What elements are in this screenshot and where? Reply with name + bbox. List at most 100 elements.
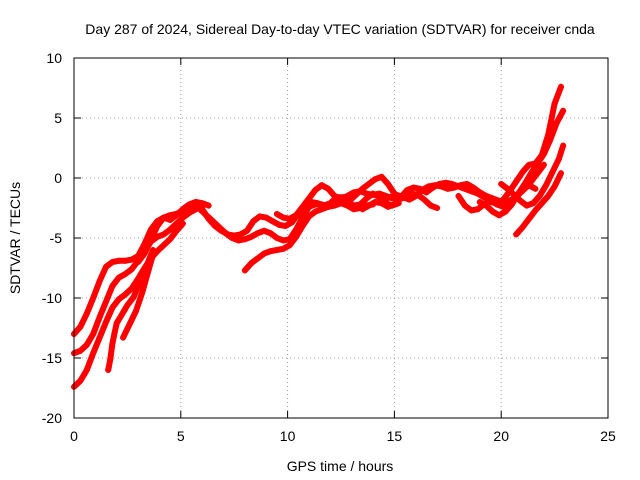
- y-tick-label: -15: [42, 350, 62, 366]
- data-point: [427, 202, 434, 209]
- data-point: [282, 223, 289, 229]
- data-point: [173, 220, 180, 227]
- data-point: [508, 201, 515, 208]
- axis-ticks: 0 5 10 15 20 25 -20 -15 -10 -5 0 5 10: [42, 50, 616, 444]
- data-point: [363, 190, 370, 197]
- data-point: [83, 341, 90, 348]
- data-point: [254, 255, 261, 262]
- data-point: [154, 223, 161, 229]
- data-point: [209, 218, 216, 225]
- data-point: [293, 233, 300, 240]
- data-point: [141, 250, 148, 257]
- data-point: [103, 298, 110, 305]
- series-track-4: [105, 247, 157, 373]
- data-point: [109, 340, 116, 347]
- data-point: [276, 221, 283, 228]
- data-point: [184, 205, 191, 211]
- data-point: [96, 278, 103, 285]
- data-point: [113, 320, 120, 327]
- data-point: [261, 227, 268, 234]
- data-point: [410, 184, 417, 191]
- data-point: [532, 207, 539, 214]
- data-point: [393, 191, 400, 198]
- data-point: [109, 304, 116, 311]
- data-series: [71, 83, 567, 390]
- data-point: [489, 208, 496, 215]
- data-point: [406, 196, 413, 203]
- y-tick-label: -10: [42, 290, 62, 306]
- data-point: [135, 259, 142, 265]
- data-point: [77, 347, 84, 354]
- data-point: [470, 184, 477, 191]
- data-point: [90, 350, 97, 357]
- data-point: [111, 329, 118, 336]
- data-point: [431, 182, 438, 189]
- data-point: [120, 334, 127, 341]
- data-point: [115, 296, 122, 303]
- data-point: [312, 208, 319, 215]
- data-point: [248, 233, 255, 240]
- data-point: [280, 237, 287, 244]
- data-point: [103, 319, 110, 325]
- data-point: [318, 182, 325, 189]
- data-point: [273, 235, 280, 241]
- data-point: [167, 226, 174, 233]
- data-point: [273, 247, 280, 253]
- data-point: [280, 245, 287, 252]
- data-point: [455, 193, 462, 199]
- data-point: [558, 83, 565, 90]
- data-point: [179, 220, 186, 227]
- data-point: [547, 136, 554, 143]
- data-point: [372, 176, 379, 183]
- data-point: [519, 224, 526, 231]
- data-point: [461, 202, 468, 209]
- data-point: [538, 200, 545, 207]
- data-point: [359, 206, 366, 213]
- data-point: [312, 187, 319, 193]
- data-point: [536, 193, 543, 199]
- data-point: [372, 199, 379, 205]
- data-point: [109, 283, 116, 289]
- data-point: [318, 206, 325, 213]
- data-point: [338, 195, 344, 202]
- series-trace: [241, 200, 376, 274]
- data-point: [145, 266, 152, 273]
- data-point: [391, 201, 398, 208]
- data-point: [263, 214, 270, 221]
- data-point: [250, 218, 257, 225]
- data-point: [241, 236, 248, 243]
- data-point: [496, 212, 503, 219]
- data-point: [387, 194, 394, 201]
- data-point: [299, 203, 306, 210]
- data-point: [476, 189, 483, 196]
- data-point: [177, 211, 184, 217]
- data-point: [237, 231, 244, 238]
- data-point: [109, 259, 116, 265]
- series-track-14: [498, 142, 567, 209]
- series-trace: [71, 220, 186, 390]
- data-point: [305, 203, 312, 210]
- data-point: [365, 181, 372, 187]
- data-point: [525, 215, 532, 222]
- data-point: [457, 182, 464, 189]
- data-point: [299, 214, 306, 221]
- y-axis-label: SDTVAR / TECUs: [7, 182, 23, 294]
- data-point: [399, 194, 406, 201]
- series-trace: [359, 179, 539, 213]
- y-tick-label: 0: [54, 170, 62, 186]
- data-point: [222, 230, 229, 237]
- data-point: [160, 242, 167, 249]
- data-point: [438, 183, 445, 190]
- data-point: [128, 266, 135, 273]
- data-point: [344, 193, 351, 199]
- data-point: [558, 170, 565, 177]
- data-point: [483, 202, 490, 209]
- x-tick-label: 0: [70, 428, 78, 444]
- data-point: [534, 170, 541, 177]
- data-point: [421, 196, 428, 203]
- data-point: [167, 212, 174, 219]
- data-point: [150, 251, 157, 258]
- series-track-15: [513, 170, 565, 238]
- data-point: [115, 257, 122, 264]
